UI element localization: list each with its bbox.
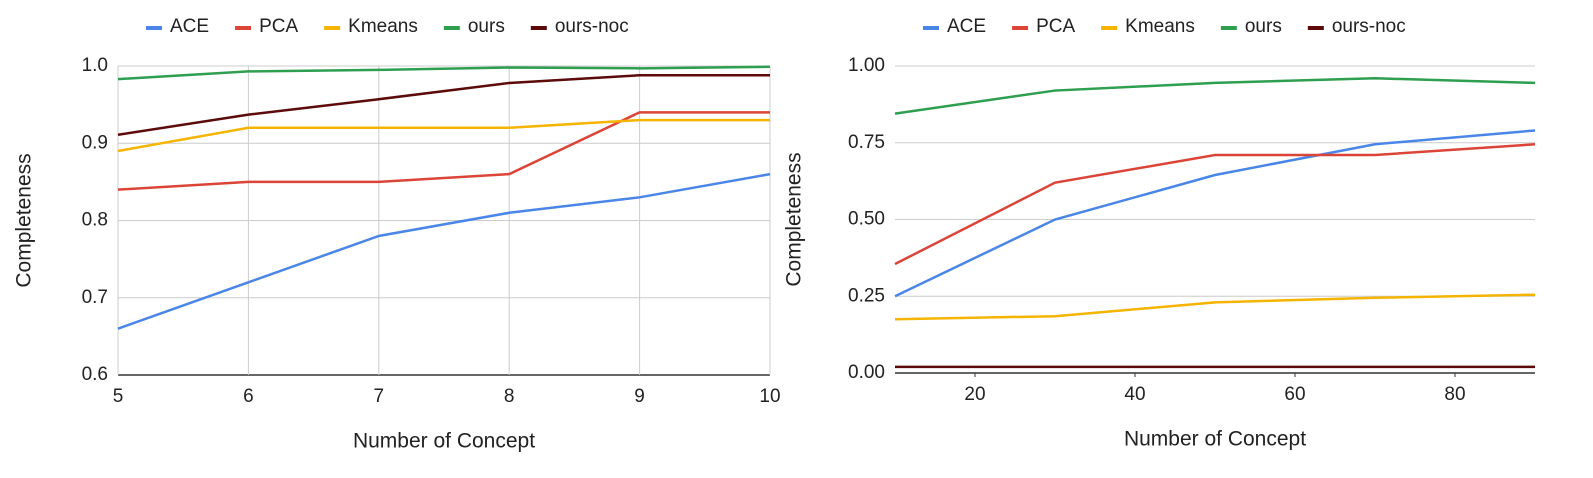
x-tick-label: 10: [759, 386, 780, 407]
y-tick-label: 1.0: [82, 55, 108, 76]
x-tick-label: 6: [243, 386, 254, 407]
y-axis-title: Completeness: [783, 152, 806, 286]
legend-label: Kmeans: [1125, 16, 1195, 37]
y-tick-label: 0.00: [848, 362, 885, 383]
legend-label: ours: [1245, 16, 1282, 37]
series-line: [117, 74, 770, 136]
series-line: [894, 293, 1536, 321]
x-tick-label: 8: [504, 386, 515, 407]
series-line: [117, 111, 770, 191]
series-line: [894, 129, 1536, 298]
x-tick-label: 80: [1444, 384, 1465, 405]
series-line: [117, 118, 770, 153]
y-tick-label: 0.50: [848, 209, 885, 230]
y-tick-label: 0.6: [82, 364, 108, 385]
x-tick-label: 7: [374, 386, 385, 407]
legend-label: ACE: [947, 16, 986, 37]
y-tick-label: 0.25: [848, 285, 885, 306]
legend-label: PCA: [1036, 16, 1075, 37]
y-tick-label: 1.00: [848, 55, 885, 76]
legend-label: ours: [468, 16, 505, 37]
x-tick-label: 60: [1284, 384, 1305, 405]
y-axis-title: Completeness: [13, 153, 36, 287]
y-tick-label: 0.75: [848, 132, 885, 153]
y-tick-label: 0.9: [82, 132, 108, 153]
legend-label: ACE: [170, 16, 209, 37]
series-line: [894, 143, 1536, 266]
x-tick-label: 20: [964, 384, 985, 405]
legend-label: PCA: [259, 16, 298, 37]
x-tick-label: 9: [634, 386, 645, 407]
legend-label: ours-noc: [555, 16, 629, 37]
y-tick-label: 0.7: [82, 287, 108, 308]
series-line: [894, 77, 1536, 115]
series-line: [117, 65, 771, 81]
y-tick-label: 0.8: [82, 210, 108, 231]
x-axis-title: Number of Concept: [353, 430, 535, 453]
x-tick-label: 5: [113, 386, 124, 407]
legend-label: ours-noc: [1332, 16, 1406, 37]
series-line: [117, 172, 771, 330]
x-axis-title: Number of Concept: [1124, 428, 1306, 451]
x-tick-label: 40: [1124, 384, 1145, 405]
legend-label: Kmeans: [348, 16, 418, 37]
